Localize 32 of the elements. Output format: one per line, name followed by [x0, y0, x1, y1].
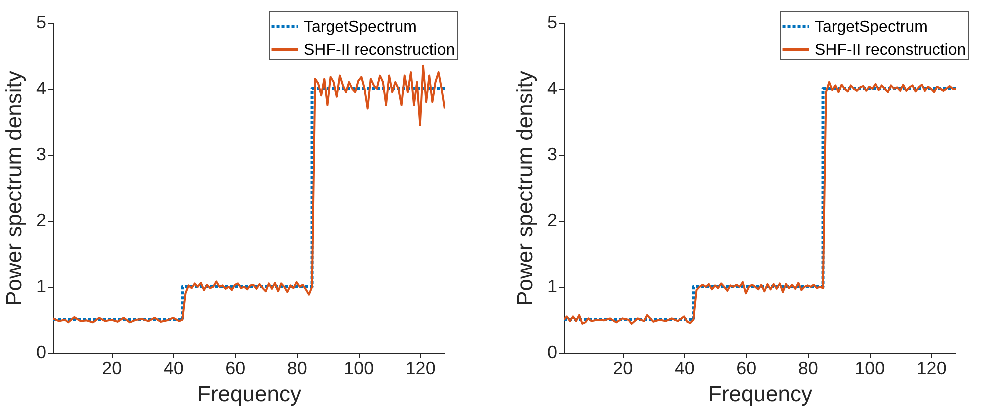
x-tick-label: 20	[613, 358, 634, 378]
x-tick-label: 40	[164, 358, 184, 378]
x-axis-title: Frequency	[198, 382, 302, 406]
x-tick-label: 120	[916, 358, 947, 378]
y-tick-label: 1	[547, 276, 558, 296]
x-tick-label: 80	[798, 358, 818, 378]
y-tick-label: 3	[547, 144, 558, 164]
legend-label: TargetSpectrum	[815, 19, 928, 36]
x-tick-label: 120	[406, 358, 436, 378]
x-tick-label: 100	[855, 358, 886, 378]
y-tick-label: 3	[36, 144, 46, 164]
legend-label: SHF-II reconstruction	[304, 42, 456, 59]
x-axis-title: Frequency	[708, 382, 812, 406]
x-tick-label: 60	[226, 358, 246, 378]
y-tick-label: 0	[36, 342, 46, 362]
legend-label: TargetSpectrum	[304, 19, 417, 36]
y-tick-label: 1	[36, 276, 46, 296]
legend-label: SHF-II reconstruction	[815, 42, 966, 59]
y-tick-label: 0	[547, 342, 558, 362]
y-tick-label: 4	[36, 78, 46, 98]
y-tick-label: 4	[547, 78, 558, 98]
y-tick-label: 2	[547, 210, 558, 230]
y-tick-label: 5	[36, 12, 46, 32]
x-tick-label: 40	[674, 358, 695, 378]
y-tick-label: 5	[547, 12, 558, 32]
y-tick-label: 2	[36, 210, 46, 230]
x-tick-label: 60	[736, 358, 757, 378]
x-tick-label: 20	[102, 358, 122, 378]
x-tick-label: 80	[287, 358, 308, 378]
y-axis-title: Power spectrum density	[512, 71, 538, 306]
y-axis-title: Power spectrum density	[1, 71, 26, 306]
x-tick-label: 100	[344, 358, 374, 378]
